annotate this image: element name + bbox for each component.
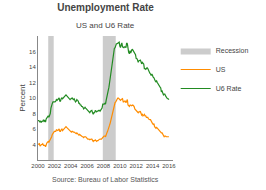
svg-text:2014: 2014 — [146, 163, 160, 169]
svg-text:8: 8 — [32, 111, 36, 117]
svg-text:2000: 2000 — [31, 163, 45, 169]
svg-text:16: 16 — [29, 49, 36, 55]
svg-text:4: 4 — [32, 142, 36, 148]
svg-text:14: 14 — [29, 64, 36, 70]
svg-text:2008: 2008 — [97, 163, 111, 169]
svg-text:Recession: Recession — [216, 47, 249, 54]
svg-text:6: 6 — [32, 126, 36, 132]
svg-text:2004: 2004 — [64, 163, 78, 169]
svg-text:2010: 2010 — [113, 163, 127, 169]
svg-text:10: 10 — [29, 95, 36, 101]
svg-text:U6 Rate: U6 Rate — [216, 85, 242, 92]
svg-text:US: US — [216, 66, 226, 73]
svg-text:2006: 2006 — [80, 163, 94, 169]
svg-text:Percent: Percent — [18, 83, 27, 111]
svg-text:US and U6 Rate: US and U6 Rate — [76, 21, 135, 30]
svg-text:2016: 2016 — [162, 163, 176, 169]
svg-text:Unemployment Rate: Unemployment Rate — [57, 2, 154, 13]
svg-text:Source: Bureau of Labor Statis: Source: Bureau of Labor Statistics — [52, 176, 159, 183]
svg-text:2012: 2012 — [130, 163, 144, 169]
svg-text:2002: 2002 — [48, 163, 62, 169]
svg-text:12: 12 — [29, 80, 36, 86]
